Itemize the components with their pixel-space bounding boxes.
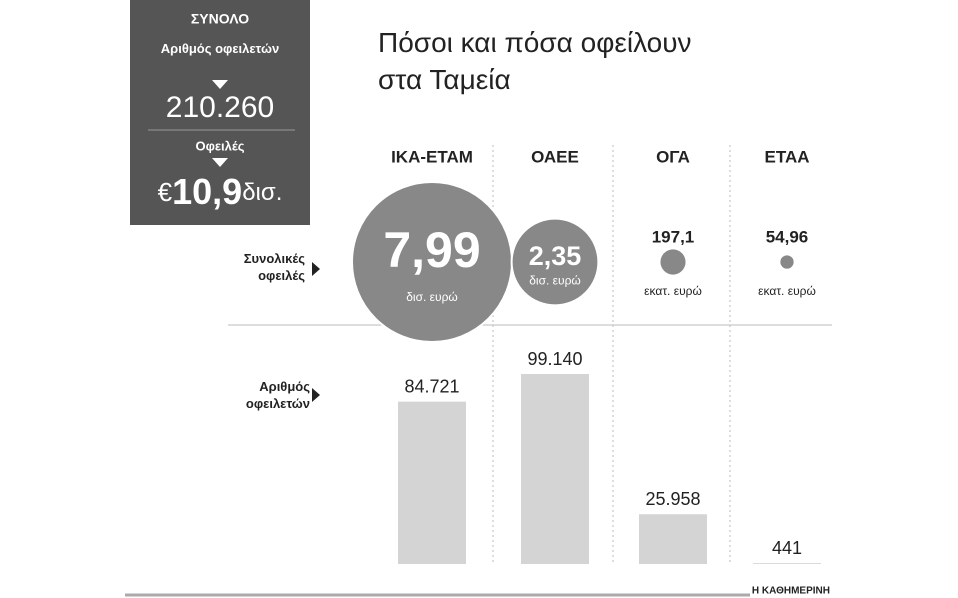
value-label: 197,1: [652, 227, 695, 246]
category-label: ΙΚΑ-ΕΤΑΜ: [391, 147, 473, 166]
bubble: [780, 255, 794, 269]
summary-title: ΣΥΝΟΛΟ: [191, 11, 249, 27]
value-label: 441: [772, 538, 802, 558]
value-label: 2,35: [529, 241, 582, 271]
summary-box: [130, 0, 310, 225]
value-label: 99.140: [527, 349, 582, 369]
category-label: ΟΓΑ: [656, 147, 690, 166]
bubble: [510, 217, 600, 307]
summary-debts-label: Οφειλές: [195, 138, 244, 153]
category-label: ΟΑΕΕ: [531, 147, 579, 166]
category-label: ΕΤΑΑ: [764, 147, 809, 166]
bar: [753, 563, 821, 564]
summary-debtors-label: Αριθμός οφειλετών: [160, 41, 280, 56]
row-label: Συνολικές οφειλές: [243, 251, 305, 283]
bar: [639, 514, 707, 564]
source: Η ΚΑΘΗΜΕΡΙΝΗ: [752, 586, 830, 597]
bar: [521, 374, 589, 564]
unit-label: δισ. ευρώ: [406, 290, 458, 304]
arrows: [212, 80, 228, 167]
summary-debtors: 210.260: [166, 91, 274, 124]
value-label: 54,96: [766, 227, 809, 246]
unit: δισ.: [242, 179, 282, 206]
value-label: 25.958: [645, 489, 700, 509]
unit-label: δισ. ευρώ: [529, 274, 581, 288]
currency: €: [158, 177, 173, 207]
row-arrows: [312, 262, 320, 402]
title: Πόσοι και πόσα οφείλουν στα Ταμεία: [378, 27, 692, 95]
summary-debts: €10,9δισ.: [158, 171, 283, 212]
amount: 10,9: [172, 171, 242, 212]
unit-label: εκατ. ευρώ: [644, 284, 702, 298]
value-label: 7,99: [383, 222, 480, 278]
value-label: 84.721: [404, 376, 459, 396]
bar: [398, 401, 466, 564]
bubble: [660, 249, 686, 275]
row-label: Αριθμός οφειλετών: [245, 379, 310, 411]
unit-label: εκατ. ευρώ: [758, 284, 816, 298]
